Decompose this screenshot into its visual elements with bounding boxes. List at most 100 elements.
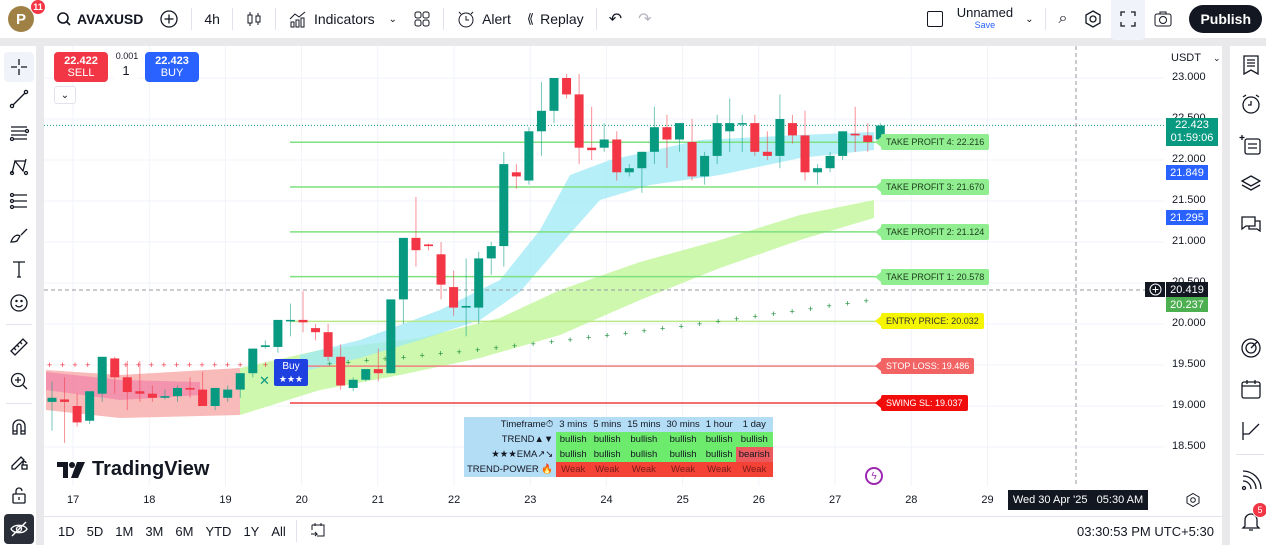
fib-tool[interactable] <box>4 118 34 148</box>
brush-icon <box>10 228 28 243</box>
chart-type-button[interactable] <box>237 0 271 40</box>
ema-price-label: 21.295 <box>1166 210 1208 225</box>
magnet-icon <box>12 419 26 435</box>
crosshair-price-label: 20.419 <box>1166 282 1208 297</box>
svg-text:+: + <box>136 360 141 370</box>
svg-text:+: + <box>512 341 517 351</box>
tradingview-logo[interactable]: TradingView <box>57 458 209 481</box>
alarm-clock-icon <box>1242 94 1260 114</box>
svg-text:+: + <box>149 360 154 370</box>
hide-drawings-tool[interactable] <box>4 514 34 544</box>
range-ytd[interactable]: YTD <box>205 523 232 539</box>
indicators-button[interactable]: Indicators ⌄ <box>280 0 405 40</box>
streams-button[interactable] <box>1236 466 1266 496</box>
chevron-down-icon[interactable]: ⌄ <box>1025 13 1034 25</box>
compare-symbol-button[interactable] <box>151 0 187 40</box>
calendar-button[interactable] <box>1236 374 1266 404</box>
go-to-date-button[interactable] <box>301 521 335 542</box>
projection-tool[interactable] <box>4 186 34 216</box>
divider <box>6 403 32 404</box>
sell-button[interactable]: 22.422 SELL <box>54 52 108 82</box>
add-order-button[interactable] <box>1145 282 1165 297</box>
chat-button[interactable] <box>1236 210 1266 240</box>
object-tree-button[interactable] <box>1236 130 1266 160</box>
text-icon <box>13 261 25 278</box>
chart-settings-button[interactable] <box>1185 492 1201 513</box>
layouts-button[interactable] <box>405 0 439 40</box>
range-1y[interactable]: 1Y <box>243 523 260 539</box>
range-3m[interactable]: 3M <box>145 523 164 539</box>
trendline-tool[interactable] <box>4 84 34 114</box>
horizontal-lines-icon <box>9 126 30 142</box>
save-link[interactable]: Save <box>974 20 996 30</box>
lock-tool[interactable] <box>4 480 34 510</box>
time-tick: 27 <box>829 494 842 506</box>
options-curve-icon <box>1242 422 1260 440</box>
pencil-lock-icon <box>11 456 28 470</box>
lock-drawings-tool[interactable] <box>4 446 34 476</box>
screenshot-button[interactable] <box>1145 0 1181 40</box>
svg-text:+: + <box>72 360 77 370</box>
svg-text:+: + <box>383 354 388 364</box>
interval-button[interactable]: 4h <box>204 11 220 27</box>
range-all[interactable]: All <box>271 523 286 539</box>
clock-timezone[interactable]: 03:30:53 PM UTC+5:30 <box>1077 523 1214 539</box>
notification-badge: 11 <box>30 0 46 15</box>
options-button[interactable] <box>1236 416 1266 446</box>
svg-text:+: + <box>549 337 554 347</box>
currency-selector[interactable]: USDT ⌄ <box>1166 48 1221 68</box>
lightning-event-icon[interactable]: ϟ <box>865 467 883 485</box>
redo-button[interactable]: ↷ <box>630 0 659 40</box>
buy-button[interactable]: 22.423 BUY <box>145 52 199 82</box>
price-tick: 19.500 <box>1172 358 1206 370</box>
watchlist-button[interactable] <box>1236 50 1266 80</box>
technicals-button[interactable] <box>1236 333 1266 363</box>
price-tick: 21.500 <box>1172 194 1206 206</box>
top-toolbar: P 11 AVAXUSD 4h Indicators ⌄ Alert ⟪ Rep… <box>0 0 1266 42</box>
publish-button[interactable]: Publish <box>1189 5 1262 33</box>
layers-icon <box>1240 175 1262 191</box>
price-chart[interactable]: + + + + + + + + + + + + + + + + + + + + + + + + + + + + + + + + + + + + + + + +… <box>44 46 1222 516</box>
zoom-tool[interactable] <box>4 366 34 396</box>
eye-off-icon <box>10 521 28 537</box>
alert-button[interactable]: Alert <box>448 0 519 40</box>
notifications-button[interactable]: 5 <box>1236 502 1266 536</box>
divider <box>231 8 233 30</box>
buy-signal-label: Buy ★★★ <box>274 359 308 386</box>
redo-icon: ↷ <box>638 11 652 28</box>
divider <box>6 324 32 325</box>
range-1d[interactable]: 1D <box>58 523 75 539</box>
brush-tool[interactable] <box>4 220 34 250</box>
time-tick: 24 <box>600 494 613 506</box>
range-5d[interactable]: 5D <box>86 523 104 539</box>
undo-button[interactable]: ↶ <box>601 0 630 40</box>
layers-button[interactable] <box>1236 169 1266 199</box>
fullscreen-button[interactable] <box>1111 0 1146 40</box>
quantity-input[interactable]: 1 <box>114 63 138 81</box>
layout-selector[interactable]: Unnamed Save ⌄ <box>919 0 1042 40</box>
range-1m[interactable]: 1M <box>115 523 134 539</box>
settings-button[interactable] <box>1075 0 1111 40</box>
pattern-icon <box>9 158 29 176</box>
emoji-tool[interactable] <box>4 288 34 318</box>
divider <box>274 8 276 30</box>
user-avatar[interactable]: P 11 <box>8 0 46 32</box>
text-tool[interactable] <box>4 254 34 284</box>
crosshair-tool[interactable] <box>4 52 34 82</box>
broadcast-icon <box>1241 470 1262 491</box>
range-6m[interactable]: 6M <box>175 523 194 539</box>
collapse-trade-button[interactable]: ⌄ <box>54 86 76 104</box>
chevron-down-icon[interactable]: ⌄ <box>388 13 398 25</box>
svg-text:+: + <box>605 331 610 341</box>
quick-search-button[interactable]: ⌕ <box>1050 0 1075 40</box>
crosshair-time-label: Wed 30 Apr '25 05:30 AM <box>1008 490 1148 510</box>
alerts-button[interactable] <box>1236 89 1266 119</box>
time-tick: 29 <box>981 494 994 506</box>
pattern-tool[interactable] <box>4 152 34 182</box>
svg-text:+: + <box>212 360 217 370</box>
magnet-tool[interactable] <box>4 412 34 442</box>
search-icon <box>57 12 71 26</box>
replay-button[interactable]: ⟪ Replay <box>526 11 584 27</box>
measure-tool[interactable] <box>4 332 34 362</box>
symbol-search[interactable]: AVAXUSD <box>48 0 151 40</box>
